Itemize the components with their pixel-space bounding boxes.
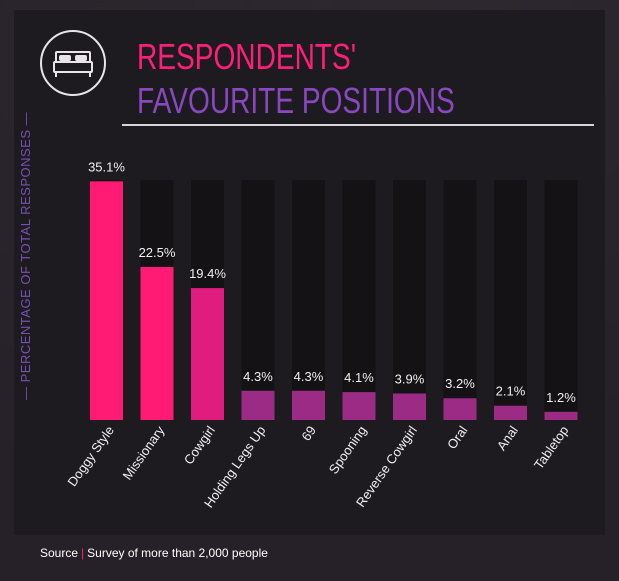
category-label: Cowgirl [181,423,218,467]
bar [241,390,275,420]
bar-track [241,180,275,420]
bar [292,390,325,420]
data-label: 4.3% [243,369,273,384]
bar [494,405,527,420]
bar-track [494,180,527,420]
data-label: 4.1% [344,370,374,385]
category-label: 69 [298,423,319,443]
bar-track [393,180,426,420]
bar-track [292,180,325,420]
category-label: Anal [494,423,521,453]
category-label: Oral [444,423,470,452]
data-label: 3.2% [445,376,475,391]
source-label: Source [40,546,79,560]
bar [90,181,123,420]
chart-title-line1: RESPONDENTS' [137,36,357,77]
bar [544,411,578,420]
bar-track [544,180,578,420]
chart-title-line2: FAVOURITE POSITIONS [137,80,455,121]
title-divider [122,124,594,126]
bar [443,398,477,420]
category-label: Missionary [120,423,168,483]
bar [393,393,426,420]
source-note: Source | Survey of more than 2,000 people [40,546,268,560]
data-label: 35.1% [88,159,125,174]
bar [191,288,224,420]
data-label: 2.1% [496,384,526,399]
bed-icon [40,30,106,96]
data-label: 1.2% [546,390,576,405]
bar [140,267,174,420]
data-label: 3.9% [395,371,425,386]
data-label: 19.4% [189,266,226,281]
bar-track [342,180,376,420]
bar-track [443,180,477,420]
bar [342,392,376,420]
category-label: Doggy Style [64,423,116,489]
data-label: 4.3% [294,369,324,384]
category-label: Spooning [326,423,370,477]
category-label: Tabletop [531,423,571,472]
data-label: 22.5% [139,245,176,260]
source-text: Survey of more than 2,000 people [87,546,268,560]
